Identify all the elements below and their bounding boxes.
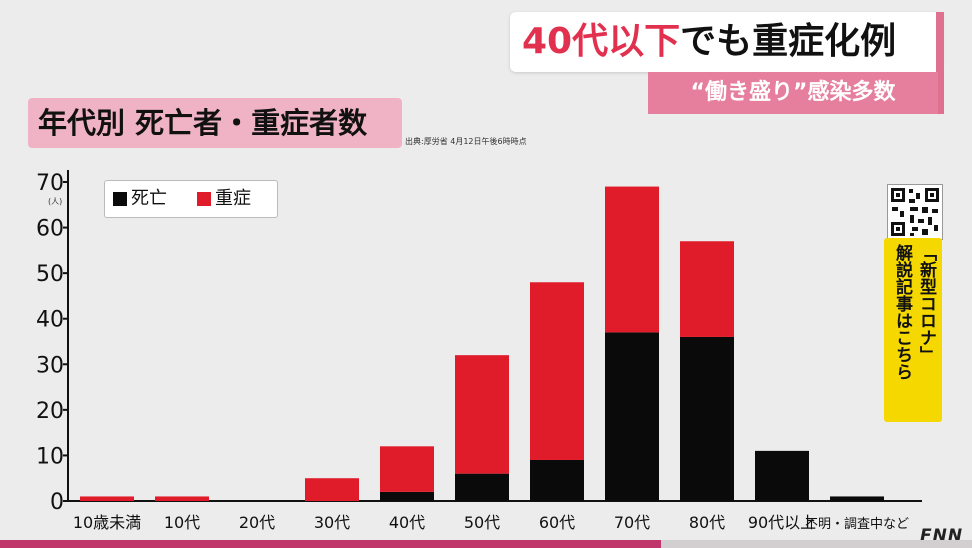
- bar-death: [830, 496, 884, 501]
- headline-stripe: [936, 12, 944, 114]
- progress-bar-fill: [0, 540, 661, 548]
- y-tick-label: 50: [36, 262, 64, 287]
- y-tick-label: 60: [36, 217, 64, 242]
- bar-severe: [155, 496, 209, 501]
- qr-code-icon[interactable]: [887, 184, 943, 240]
- subheadline: “働き盛り”感染多数: [648, 72, 938, 114]
- bar-severe: [680, 241, 734, 337]
- bar-death: [530, 459, 584, 501]
- legend-swatch-severe: [197, 192, 211, 206]
- bar-death: [455, 473, 509, 501]
- y-tick-label: 0: [50, 490, 64, 515]
- progress-bar: [0, 540, 972, 548]
- x-tick-label: 50代: [464, 513, 500, 532]
- legend-swatch-death: [113, 192, 127, 206]
- bar-severe: [530, 282, 584, 460]
- y-tick-label: 20: [36, 399, 64, 424]
- x-tick-label: 30代: [314, 513, 350, 532]
- x-tick-label: 不明・調査中など: [805, 517, 909, 532]
- x-tick-label: 20代: [239, 513, 275, 532]
- chart-title: 年代別 死亡者・重症者数: [38, 106, 368, 140]
- legend-item-death: 死亡: [113, 181, 167, 217]
- bar-severe: [80, 496, 134, 501]
- x-tick-label: 80代: [689, 513, 725, 532]
- bar-severe: [455, 355, 509, 474]
- legend-label-severe: 重症: [215, 188, 251, 209]
- bar-severe: [380, 446, 434, 492]
- x-tick-label: 70代: [614, 513, 650, 532]
- x-tick-label: 40代: [389, 513, 425, 532]
- y-tick-label: 40: [36, 308, 64, 333]
- y-tick-label: 10: [36, 444, 64, 469]
- bar-death: [680, 336, 734, 501]
- x-tick-label: 10代: [164, 513, 200, 532]
- legend-label-death: 死亡: [131, 188, 167, 209]
- headline-rest: でも重症化例: [680, 21, 897, 62]
- qr-banner-line1: 「新型コロナ」: [916, 244, 936, 363]
- bar-death: [380, 491, 434, 501]
- source-note: 出典:厚労省 4月12日午後6時時点: [405, 137, 527, 146]
- y-tick-label: 30: [36, 353, 64, 378]
- x-tick-label: 90代以上: [748, 513, 816, 532]
- bar-severe: [605, 186, 659, 333]
- qr-banner[interactable]: 「新型コロナ」 解説記事はこちら: [884, 238, 942, 422]
- bar-severe: [305, 478, 359, 501]
- x-tick-label: 60代: [539, 513, 575, 532]
- headline-accent: 40代以下: [522, 21, 681, 62]
- headline-box: [510, 12, 942, 72]
- legend: 死亡 重症: [104, 180, 278, 218]
- qr-banner-line2: 解説記事はこちら: [892, 244, 912, 380]
- y-unit-label: (人): [48, 197, 62, 206]
- bar-death: [755, 450, 809, 501]
- x-tick-label: 10歳未満: [73, 513, 141, 532]
- chart-title-box: [28, 98, 402, 148]
- headline: 40代以下でも重症化例: [522, 18, 896, 66]
- bar-death: [605, 332, 659, 501]
- legend-item-severe: 重症: [197, 181, 251, 217]
- y-tick-label: 70: [36, 171, 64, 196]
